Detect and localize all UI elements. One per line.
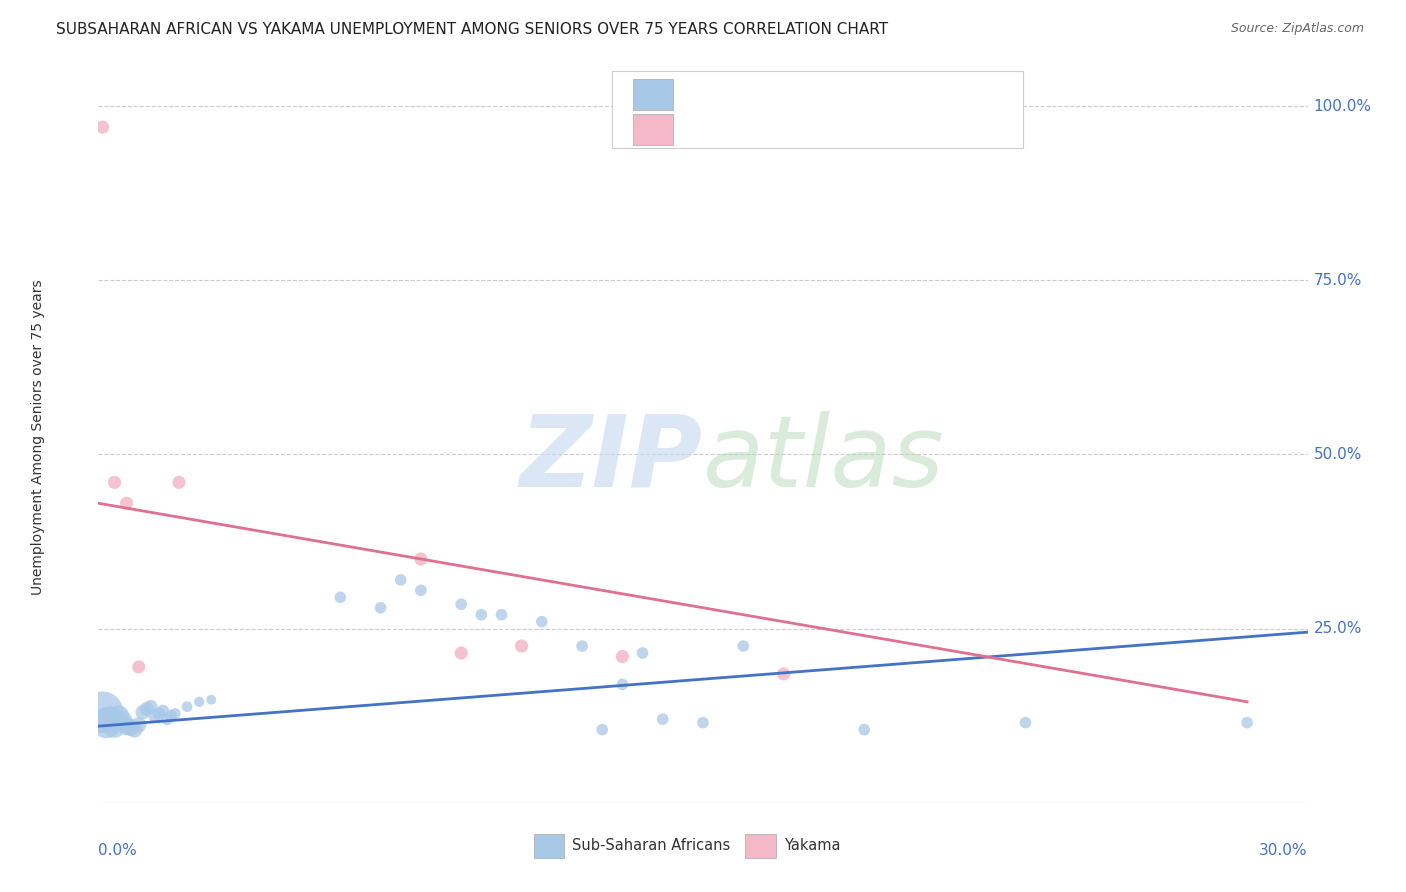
Point [103,475,125,490]
Point [176,699,198,714]
Point [167,475,190,490]
Point [111,714,134,728]
Point [1236,715,1258,730]
Text: Source: ZipAtlas.com: Source: ZipAtlas.com [1230,22,1364,36]
FancyBboxPatch shape [534,834,564,858]
Point [329,591,352,605]
FancyBboxPatch shape [633,79,672,110]
Point [772,667,794,681]
Text: N =: N = [803,120,839,138]
Point [156,712,179,726]
Point [692,715,714,730]
Text: -0.212: -0.212 [734,120,793,138]
Point [163,706,186,721]
FancyBboxPatch shape [612,71,1024,148]
Text: N =: N = [803,86,839,103]
Point [510,639,533,653]
Text: 75.0%: 75.0% [1313,273,1362,288]
Point [530,615,553,629]
Point [651,712,673,726]
Point [200,692,222,706]
Point [128,718,150,732]
Point [631,646,654,660]
Point [120,721,142,735]
Point [128,660,150,674]
Text: Unemployment Among Seniors over 75 years: Unemployment Among Seniors over 75 years [31,279,45,595]
Point [370,600,392,615]
Point [160,708,183,723]
Point [612,677,634,691]
Point [115,496,138,510]
Text: 30.0%: 30.0% [1260,843,1308,858]
Text: R =: R = [688,86,723,103]
Point [389,573,412,587]
Text: atlas: atlas [703,410,945,508]
Point [135,702,157,716]
FancyBboxPatch shape [633,114,672,145]
Point [450,646,472,660]
Point [1014,715,1036,730]
Point [143,708,166,723]
Point [409,552,432,566]
Text: ZIP: ZIP [520,410,703,508]
Point [470,607,492,622]
Point [733,639,755,653]
Text: Yakama: Yakama [785,838,841,854]
Point [409,583,432,598]
Point [96,715,118,730]
Text: 25.0%: 25.0% [1313,621,1362,636]
Text: 0.312: 0.312 [734,86,786,103]
Point [115,719,138,733]
Point [571,639,593,653]
Point [591,723,613,737]
Text: 100.0%: 100.0% [1313,99,1372,113]
Text: 50.0%: 50.0% [1313,447,1362,462]
Point [132,705,155,719]
Point [148,706,170,721]
Point [612,649,634,664]
Text: SUBSAHARAN AFRICAN VS YAKAMA UNEMPLOYMENT AMONG SENIORS OVER 75 YEARS CORRELATIO: SUBSAHARAN AFRICAN VS YAKAMA UNEMPLOYMEN… [56,22,889,37]
Text: Sub-Saharan Africans: Sub-Saharan Africans [572,838,731,854]
Text: 10: 10 [855,120,877,138]
Point [853,723,876,737]
Point [107,708,129,723]
Point [103,719,125,733]
Point [188,695,211,709]
Text: R =: R = [688,120,723,138]
Point [124,723,146,737]
Text: 40: 40 [855,86,877,103]
Point [100,712,122,726]
Point [491,607,513,622]
Text: 0.0%: 0.0% [98,843,138,858]
FancyBboxPatch shape [745,834,776,858]
Point [91,120,114,134]
Point [91,705,114,719]
Point [152,704,174,718]
Point [450,597,472,611]
Point [139,699,162,714]
